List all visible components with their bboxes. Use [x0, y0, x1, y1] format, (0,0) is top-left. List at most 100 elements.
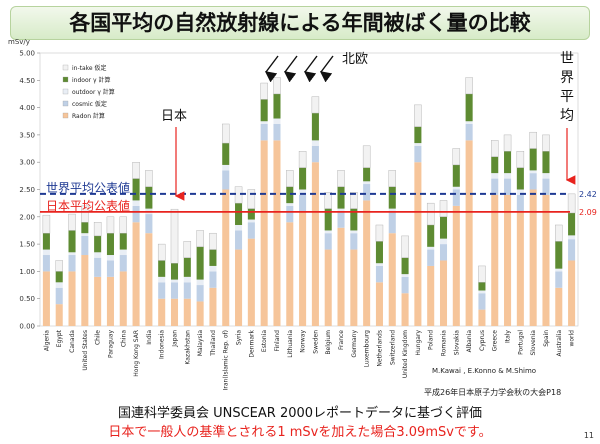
bar-segment-cosmic: [106, 260, 114, 277]
world-annotation-char: 界: [560, 70, 574, 86]
bar-segment-indoor: [414, 126, 422, 144]
bar-segment-outdoor: [529, 170, 537, 174]
bar-segment-radon: [491, 194, 499, 326]
y-tick-label: 4.00: [19, 104, 35, 112]
bar-segment-intake: [516, 151, 525, 168]
north-europe-arrow: [319, 55, 334, 83]
bar-segment-radon: [555, 287, 563, 326]
legend-label-cosmic: cosmic 仮定: [72, 100, 107, 108]
bar-segment-intake: [42, 214, 51, 234]
bar-segment-cosmic: [68, 255, 76, 272]
bar-segment-intake: [222, 123, 230, 144]
bar-segment-outdoor: [132, 200, 140, 206]
bar-segment-intake: [234, 186, 243, 204]
bar-segment-cosmic: [299, 194, 307, 212]
bar-segment-radon: [81, 255, 89, 326]
bar-segment-indoor: [465, 93, 473, 122]
bar-segment-outdoor: [427, 246, 435, 250]
bar-segment-radon: [375, 282, 383, 326]
bar-segment-intake: [311, 96, 320, 114]
north-europe-arrow: [303, 55, 318, 83]
bar-segment-indoor: [247, 208, 255, 220]
japan-line-label: 日本平均公表値: [46, 198, 130, 213]
bar-segment-indoor: [106, 233, 114, 256]
world-annotation-char: 平: [560, 89, 574, 105]
bar-segment-indoor: [145, 186, 153, 209]
world-line-label: 世界平均公表値: [46, 180, 130, 195]
bar-segment-intake: [388, 170, 396, 187]
bar-segment-outdoor: [465, 121, 473, 124]
x-tick-label: Slovakia: [453, 330, 460, 356]
y-tick-label: 2.50: [19, 186, 35, 194]
bar-segment-cosmic: [273, 123, 281, 141]
bar-segment-intake: [247, 189, 256, 209]
japan-line-value: 2.09: [579, 208, 597, 217]
x-tick-label: world: [569, 330, 576, 347]
bar-segment-outdoor: [478, 290, 486, 294]
bar-segment-outdoor: [414, 143, 422, 146]
bar-segment-indoor: [183, 257, 191, 277]
page-number: 11: [583, 431, 594, 440]
bar-segment-indoor: [491, 156, 499, 174]
bar-segment-cosmic: [555, 271, 563, 288]
x-tick-label: Greece: [492, 330, 499, 352]
slide-title: 各国平均の自然放射線による年間被ばく量の比較: [10, 6, 590, 40]
bar-segment-cosmic: [427, 249, 435, 266]
x-tick-label: Sweden: [312, 330, 319, 354]
bar-segment-radon: [452, 205, 460, 326]
bar-segment-outdoor: [209, 265, 217, 272]
bar-segment-indoor: [478, 282, 486, 291]
x-tick-label: Malaysia: [197, 330, 204, 357]
x-tick-label: Luxembourg: [364, 330, 371, 368]
bar-segment-cosmic: [81, 235, 89, 256]
bar-segment-indoor: [363, 167, 371, 182]
y-tick-label: 5.00: [19, 50, 35, 58]
bar-segment-outdoor: [401, 274, 409, 277]
x-tick-label: Switzerland: [389, 330, 396, 365]
y-tick-label: 0.00: [19, 323, 35, 331]
bar-segment-radon: [542, 194, 550, 326]
bar-segment-cosmic: [55, 287, 63, 305]
bar-segment-indoor: [324, 208, 332, 231]
bar-segment-intake: [337, 170, 345, 187]
bar-segment-cosmic: [170, 282, 179, 299]
x-tick-label: India: [146, 330, 153, 345]
legend-label-radon: Radon 計算: [72, 112, 105, 120]
bar-segment-radon: [568, 260, 576, 326]
bar-segment-radon: [337, 227, 345, 326]
bar-segment-intake: [401, 235, 409, 258]
bar-segment-intake: [465, 77, 473, 95]
legend-swatch-indoor: [62, 76, 69, 83]
bar-segment-intake: [157, 243, 166, 261]
x-tick-label: Iran(Islamic Rep. of): [223, 330, 230, 390]
x-tick-label: Lithuania: [287, 330, 294, 358]
bar-segment-outdoor: [273, 118, 281, 124]
bar-segment-radon: [299, 211, 307, 326]
bar-segment-cosmic: [183, 282, 191, 299]
bar-segment-outdoor: [311, 140, 319, 146]
bar-segment-intake: [375, 224, 384, 242]
bar-segment-outdoor: [375, 263, 383, 266]
credit-text: M.Kawai , E.Konno & M.Shimo: [432, 367, 537, 375]
bar-segment-outdoor: [568, 235, 576, 240]
world-line-value: 2.42: [579, 190, 597, 199]
world-annotation-char: 世: [560, 51, 574, 67]
bar-segment-cosmic: [529, 173, 537, 190]
bar-segment-indoor: [401, 257, 409, 275]
x-tick-label: United States: [82, 330, 89, 371]
bar-segment-indoor: [260, 99, 268, 122]
x-tick-label: Chile: [95, 330, 102, 345]
bar-segment-intake: [260, 82, 268, 100]
bar-segment-intake: [209, 232, 217, 250]
x-tick-label: Hungary: [415, 330, 422, 356]
bar-segment-indoor: [388, 186, 396, 209]
bar-segment-radon: [94, 276, 102, 326]
x-tick-label: Netherlands: [377, 330, 384, 367]
bar-segment-intake: [183, 241, 192, 258]
bar-segment-outdoor: [388, 208, 396, 212]
bar-segment-cosmic: [119, 255, 127, 272]
x-tick-label: Spain: [543, 330, 550, 347]
bar-segment-outdoor: [555, 268, 563, 272]
bar-segment-cosmic: [337, 211, 345, 228]
bar-segment-cosmic: [439, 244, 448, 261]
